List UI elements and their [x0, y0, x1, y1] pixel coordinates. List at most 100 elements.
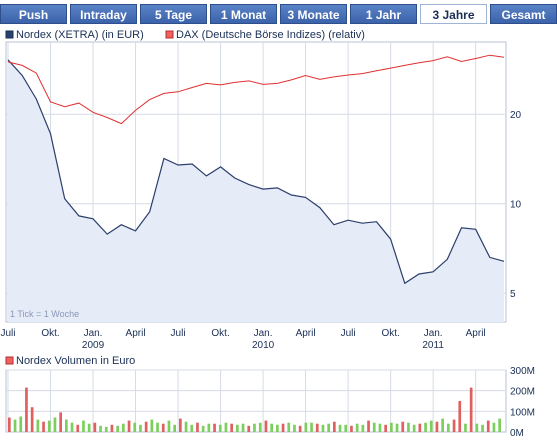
tab-intraday[interactable]: Intraday — [70, 4, 137, 24]
volume-bar — [355, 423, 359, 432]
volume-bar — [486, 420, 490, 432]
y-tick-label: 20 — [510, 110, 522, 121]
volume-bar — [418, 423, 422, 432]
volume-bar — [53, 417, 57, 432]
volume-bar — [139, 424, 142, 432]
x-tick-label: Okt. — [41, 328, 59, 339]
volume-bar — [207, 423, 211, 432]
volume-bar — [276, 424, 279, 432]
tab-1-monat[interactable]: 1 Monat — [210, 4, 277, 24]
dax-line — [7, 54, 505, 125]
volume-bar — [498, 418, 501, 432]
volume-bar — [407, 422, 410, 432]
volume-bar — [350, 425, 353, 432]
tab-gesamt[interactable]: Gesamt — [490, 4, 557, 24]
volume-bar — [122, 423, 125, 432]
x-tick-label: Juli — [171, 328, 186, 339]
x-tick-label: Okt. — [211, 328, 229, 339]
volume-bar — [150, 419, 154, 432]
volume-bar — [93, 422, 97, 432]
volume-bar — [424, 422, 427, 432]
volume-bar — [492, 422, 496, 432]
volume-bar — [70, 422, 74, 432]
tab-3-monate[interactable]: 3 Monate — [280, 4, 347, 24]
tab-5-tage[interactable]: 5 Tage — [140, 4, 207, 24]
volume-bar — [321, 424, 325, 432]
legend-label-dax: DAX (Deutsche Börse Indizes) (relativ) — [176, 29, 365, 41]
volume-bar — [13, 419, 17, 432]
volume-bar — [36, 419, 40, 432]
nordex-area — [8, 59, 504, 323]
x-tick-label: Okt. — [381, 328, 399, 339]
volume-bar — [104, 426, 108, 432]
legend-swatch-dax — [165, 30, 174, 39]
volume-bar — [99, 425, 102, 432]
volume-bar — [258, 422, 262, 432]
x-tick-label: Juli — [0, 328, 15, 339]
volume-plot-frame — [5, 369, 507, 433]
volume-bar — [190, 424, 194, 432]
volume-bar — [133, 422, 137, 432]
volume-bar — [19, 416, 23, 432]
y-tick-label: 5 — [510, 289, 516, 300]
legend-label-volume: Nordex Volumen in Euro — [16, 355, 135, 367]
tab-3-jahre[interactable]: 3 Jahre — [420, 4, 487, 24]
x-year-label: 2011 — [422, 340, 444, 351]
tab-push[interactable]: Push — [0, 4, 67, 24]
volume-bar — [218, 424, 222, 432]
volume-bar — [47, 420, 51, 432]
x-tick-label: Juli — [341, 328, 356, 339]
volume-bar — [390, 422, 393, 432]
volume-bar — [401, 421, 405, 432]
volume-bar — [230, 423, 233, 432]
legend-swatch-nordex — [5, 30, 14, 39]
volume-bar — [8, 417, 11, 432]
volume-bar — [481, 424, 484, 432]
volume-y-tick-label: 300M — [510, 366, 535, 377]
volume-bar — [264, 420, 268, 432]
volume-bar — [315, 423, 319, 432]
volume-bar — [469, 387, 473, 432]
volume-bar — [236, 424, 239, 432]
volume-bar — [281, 423, 285, 432]
volume-bar — [87, 423, 91, 432]
volume-bar — [270, 423, 273, 432]
volume-bar — [247, 425, 251, 432]
volume-bar — [156, 422, 159, 432]
volume-bar — [30, 407, 34, 432]
volume-bar — [367, 420, 370, 432]
volume-bar — [184, 421, 188, 432]
volume-bar — [127, 420, 131, 432]
volume-bar — [447, 423, 450, 432]
volume-bar — [441, 418, 444, 432]
volume-bar — [372, 422, 376, 432]
volume-bar — [435, 421, 439, 432]
volume-bar — [110, 424, 114, 432]
volume-bar — [82, 420, 85, 432]
x-year-label: 2009 — [82, 340, 105, 351]
x-tick-label: Jan. — [254, 328, 273, 339]
volume-bar — [384, 424, 387, 432]
period-tabs: Push Intraday 5 Tage 1 Monat 3 Monate 1 Jahr 3… — [0, 0, 557, 29]
x-tick-label: April — [126, 328, 146, 339]
volume-bar — [65, 419, 68, 432]
volume-bar — [161, 423, 165, 432]
volume-bar — [167, 420, 171, 432]
volume-bar — [144, 421, 148, 432]
volume-bar — [333, 421, 336, 432]
volume-bar — [293, 424, 296, 432]
volume-bar — [310, 422, 313, 432]
legend-swatch-volume — [5, 356, 14, 365]
volume-bar — [201, 425, 205, 432]
volume-bar — [59, 412, 62, 432]
tab-1-jahr[interactable]: 1 Jahr — [350, 4, 417, 24]
volume-bar — [42, 421, 45, 432]
volume-y-tick-label: 0M — [510, 428, 524, 439]
volume-bar — [253, 423, 256, 432]
volume-bar — [338, 424, 342, 432]
legend-label-nordex: Nordex (XETRA) (in EUR) — [16, 29, 144, 41]
x-tick-label: Jan. — [84, 328, 103, 339]
volume-bar — [287, 422, 291, 432]
volume-bar — [378, 423, 382, 432]
volume-bar — [327, 423, 330, 432]
